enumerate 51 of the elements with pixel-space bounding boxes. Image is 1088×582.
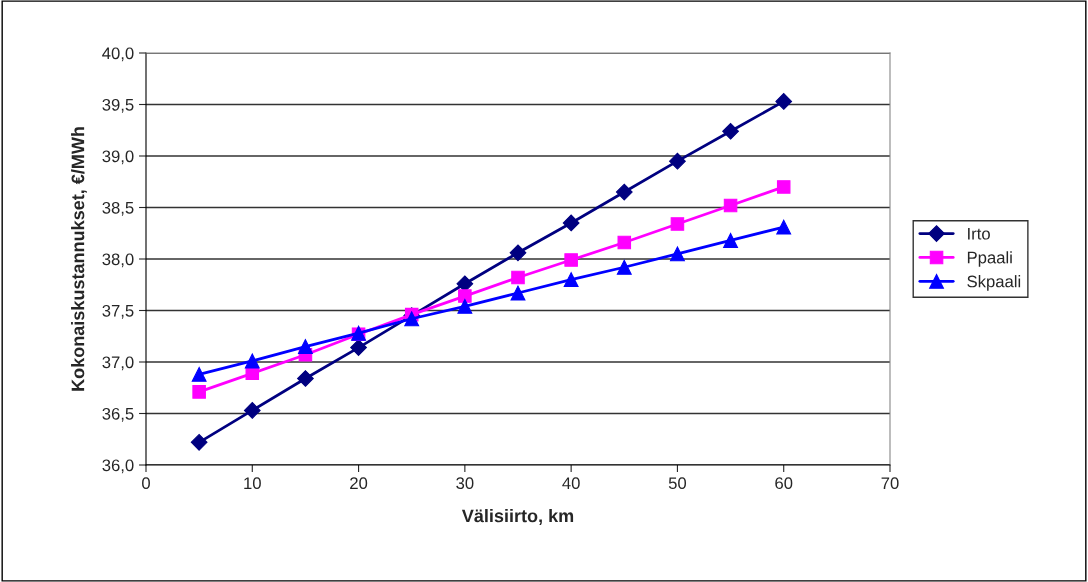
point [723, 233, 739, 248]
point [616, 259, 632, 275]
y-tick-label: 36,0 [102, 459, 134, 474]
x-tick-label: 60 [775, 477, 793, 490]
x-axis-title: Välisiirto, km [461, 509, 574, 525]
y-tick-label: 40,0 [102, 47, 134, 62]
point [670, 217, 685, 231]
point [404, 311, 420, 327]
point [564, 253, 578, 267]
point [776, 219, 792, 235]
point [191, 366, 207, 382]
y-axis-title: Kokonaiskustannukset, €/MWh [71, 127, 87, 391]
point [243, 402, 261, 419]
point [563, 272, 579, 288]
x-tick-label: 0 [142, 477, 150, 490]
x-tick-label: 10 [244, 477, 261, 490]
point [775, 93, 793, 110]
point [562, 214, 580, 232]
point [510, 285, 526, 301]
point [190, 433, 208, 451]
point [722, 122, 739, 140]
point [350, 339, 367, 356]
y-tick-label: 37,5 [102, 304, 134, 319]
y-tick-label: 36,5 [102, 407, 134, 422]
point [297, 339, 313, 355]
y-tick-label: 39,5 [102, 98, 134, 113]
x-tick-label: 50 [668, 477, 687, 490]
legend-label: Irto [968, 227, 990, 240]
point [509, 244, 527, 262]
y-tick-label: 38,5 [102, 201, 134, 216]
y-tick-label: 37,0 [102, 356, 134, 371]
point [457, 298, 473, 314]
x-tick-label: 40 [562, 477, 580, 490]
x-tick-label: 30 [456, 477, 474, 490]
point [297, 370, 314, 387]
point [723, 198, 738, 213]
y-tick-label: 38,0 [102, 253, 134, 268]
point [669, 246, 685, 262]
x-tick-label: 70 [881, 477, 899, 490]
point [458, 289, 472, 303]
point [615, 183, 633, 201]
y-tick-label: 39,0 [102, 150, 134, 165]
point [192, 385, 206, 399]
legend-label: Ppaali [967, 251, 1012, 267]
point [244, 353, 260, 369]
point [776, 180, 791, 194]
point [669, 152, 686, 170]
point [511, 270, 525, 285]
x-tick-label: 20 [350, 477, 368, 490]
point [617, 235, 632, 250]
legend-label: Skpaali [967, 275, 1021, 291]
